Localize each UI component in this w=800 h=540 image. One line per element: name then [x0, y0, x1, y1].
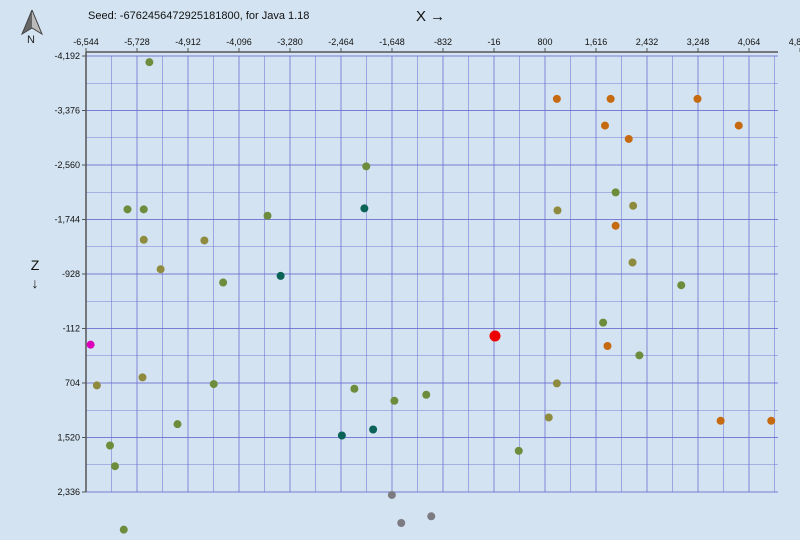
map-grid — [85, 51, 778, 493]
village-structure-marker — [390, 396, 399, 405]
orange-structure-marker — [716, 416, 725, 425]
desert-structure-marker — [139, 235, 148, 244]
village-structure-marker — [677, 281, 686, 290]
village-structure-marker — [362, 162, 371, 171]
axis-ticks: -6,544 -5,728 -4,912 -4,096 -3,280 -2,464 -1,6… — [54, 37, 800, 497]
desert-structure-marker — [92, 381, 101, 390]
x-tick-label: -6,544 — [73, 37, 99, 47]
village-structure-marker — [422, 390, 431, 399]
desert-structure-marker — [553, 206, 562, 215]
z-tick-label: -3,376 — [54, 106, 80, 116]
village-structure-marker — [209, 380, 218, 389]
x-tick-label: -16 — [487, 37, 500, 47]
village-structure-marker — [173, 420, 182, 429]
teal-structure-marker — [276, 271, 285, 280]
orange-structure-marker — [552, 94, 561, 103]
orange-structure-marker — [693, 94, 702, 103]
x-tick-label: -1,648 — [379, 37, 405, 47]
player-position-marker — [489, 330, 501, 342]
z-tick-label: 2,336 — [57, 487, 80, 497]
compass-label: N — [27, 34, 35, 46]
x-tick-label: 4,880 — [789, 37, 800, 47]
village-structure-marker — [145, 58, 154, 67]
z-tick-label: 1,520 — [57, 433, 80, 443]
x-tick-label: 2,432 — [636, 37, 659, 47]
village-structure-marker — [263, 211, 272, 220]
village-structure-marker — [139, 205, 148, 214]
z-axis-arrow: ↓ — [31, 275, 39, 291]
desert-structure-marker — [629, 201, 638, 210]
village-structure-marker — [123, 205, 132, 214]
x-tick-label: 1,616 — [585, 37, 608, 47]
x-tick-label: -832 — [434, 37, 452, 47]
orange-structure-marker — [611, 221, 620, 230]
teal-structure-marker — [369, 425, 378, 434]
structure-markers — [86, 58, 776, 534]
z-tick-label: -112 — [63, 324, 80, 334]
z-tick-label: -4,192 — [54, 51, 80, 61]
orange-structure-marker — [603, 341, 612, 350]
village-structure-marker — [106, 441, 114, 450]
village-structure-marker — [635, 351, 644, 360]
z-tick-label: -928 — [62, 269, 80, 279]
x-axis-label: X → — [416, 8, 446, 25]
desert-structure-marker — [628, 258, 637, 267]
village-structure-marker — [111, 462, 119, 471]
village-structure-marker — [599, 318, 608, 327]
village-structure-marker — [219, 278, 228, 287]
x-tick-label: -5,728 — [124, 37, 150, 47]
grey-structure-marker — [397, 518, 406, 527]
grey-structure-marker — [427, 512, 436, 521]
z-tick-label: -2,560 — [54, 160, 80, 170]
seed-text: Seed: -6762456472925181800, for Java 1.1… — [88, 10, 310, 22]
z-axis-label: Z ↓ — [28, 256, 42, 292]
desert-structure-marker — [544, 413, 553, 422]
x-tick-label: -2,464 — [328, 37, 354, 47]
north-arrow-icon — [18, 8, 46, 48]
village-structure-marker — [514, 446, 523, 455]
magenta-structure-marker — [86, 340, 95, 349]
orange-structure-marker — [624, 134, 633, 143]
z-tick-label: -1,744 — [54, 215, 80, 225]
village-structure-marker — [350, 384, 359, 393]
orange-structure-marker — [606, 94, 615, 103]
x-tick-label: -3,280 — [277, 37, 303, 47]
orange-structure-marker — [767, 416, 776, 425]
teal-structure-marker — [337, 431, 346, 440]
village-structure-marker — [119, 525, 128, 534]
x-tick-label: 4,064 — [738, 37, 761, 47]
orange-structure-marker — [601, 121, 609, 130]
teal-structure-marker — [360, 204, 369, 213]
x-tick-label: -4,912 — [175, 37, 201, 47]
desert-structure-marker — [200, 236, 209, 245]
desert-structure-marker — [552, 379, 561, 388]
desert-structure-marker — [138, 373, 147, 382]
orange-structure-marker — [734, 121, 743, 130]
x-tick-label: -4,096 — [226, 37, 252, 47]
desert-structure-marker — [156, 265, 165, 274]
x-tick-label: 3,248 — [687, 37, 710, 47]
village-structure-marker — [611, 188, 620, 197]
grey-structure-marker — [387, 490, 396, 499]
x-tick-label: 800 — [537, 37, 552, 47]
z-axis-letter: Z — [30, 257, 40, 273]
z-tick-label: 704 — [65, 378, 80, 388]
